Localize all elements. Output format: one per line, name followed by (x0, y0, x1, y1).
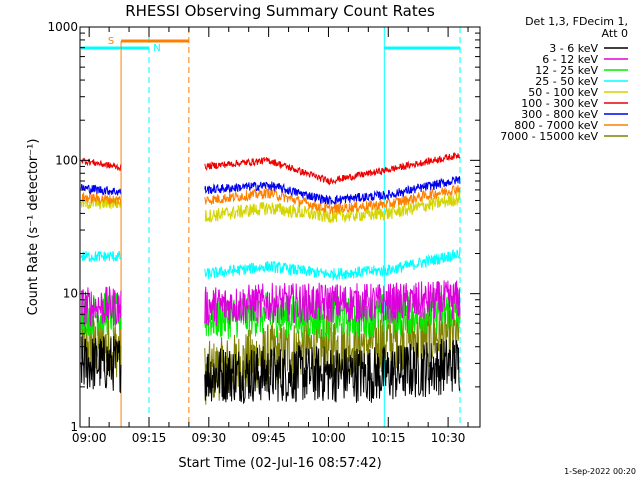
series-line-4 (204, 192, 461, 224)
x-tick-label: 09:00 (72, 431, 107, 445)
series-line-6 (204, 175, 461, 206)
data-series (80, 152, 461, 405)
x-tick-label: 09:15 (132, 431, 167, 445)
y-tick-label: 100 (55, 153, 78, 167)
series-line-1 (204, 280, 461, 327)
x-tick-label: 09:45 (251, 431, 286, 445)
y-tick-label: 1000 (47, 20, 78, 34)
series-line-3 (80, 250, 122, 263)
plot-frame (79, 26, 481, 428)
legend-label: 800 - 7000 keV (514, 119, 598, 132)
x-tick-label: 10:30 (431, 431, 466, 445)
saa-label: S (108, 36, 114, 47)
series-line-7 (204, 184, 461, 215)
series-line-6 (80, 183, 122, 196)
series-line-1 (80, 286, 122, 328)
y-axis-label: Count Rate (s⁻¹ detector⁻¹) (26, 139, 41, 316)
legend-label: 6 - 12 keV (542, 53, 598, 66)
legend-header-line-2: Att 0 (602, 27, 628, 40)
series-line-3 (204, 247, 461, 282)
legend-label: 7000 - 15000 keV (500, 130, 598, 143)
x-tick-label: 09:30 (192, 431, 227, 445)
y-tick-label: 10 (63, 287, 78, 301)
axes: 09:00 09:15 09:30 09:45 10:00 10:15 10:30 1 10 10… (47, 20, 480, 445)
legend-label: 300 - 800 keV (521, 108, 598, 121)
series-line-0 (80, 335, 122, 394)
legend-label: 100 - 300 keV (521, 97, 598, 110)
y-tick-label: 1 (70, 420, 78, 434)
series-line-5 (80, 157, 122, 171)
chart-title: RHESSI Observing Summary Count Rates (125, 2, 435, 20)
legend-label: 25 - 50 keV (535, 75, 598, 88)
x-axis-label: Start Time (02-Jul-16 08:57:42) (178, 456, 381, 471)
legend-header-line-1: Det 1,3, FDecim 1, (525, 15, 628, 28)
legend-label: 50 - 100 keV (528, 86, 598, 99)
x-tick-label: 10:15 (371, 431, 406, 445)
generation-timestamp: 1-Sep-2022 00:20 (564, 467, 636, 476)
series-line-5 (204, 152, 461, 186)
legend-label: 12 - 25 keV (535, 64, 598, 77)
time-markers: SN (81, 27, 461, 427)
series-line-0 (204, 338, 461, 405)
x-tick-label: 10:00 (311, 431, 346, 445)
legend-label: 3 - 6 keV (549, 42, 598, 55)
series-line-7 (81, 192, 122, 206)
night-label: N (153, 43, 160, 54)
